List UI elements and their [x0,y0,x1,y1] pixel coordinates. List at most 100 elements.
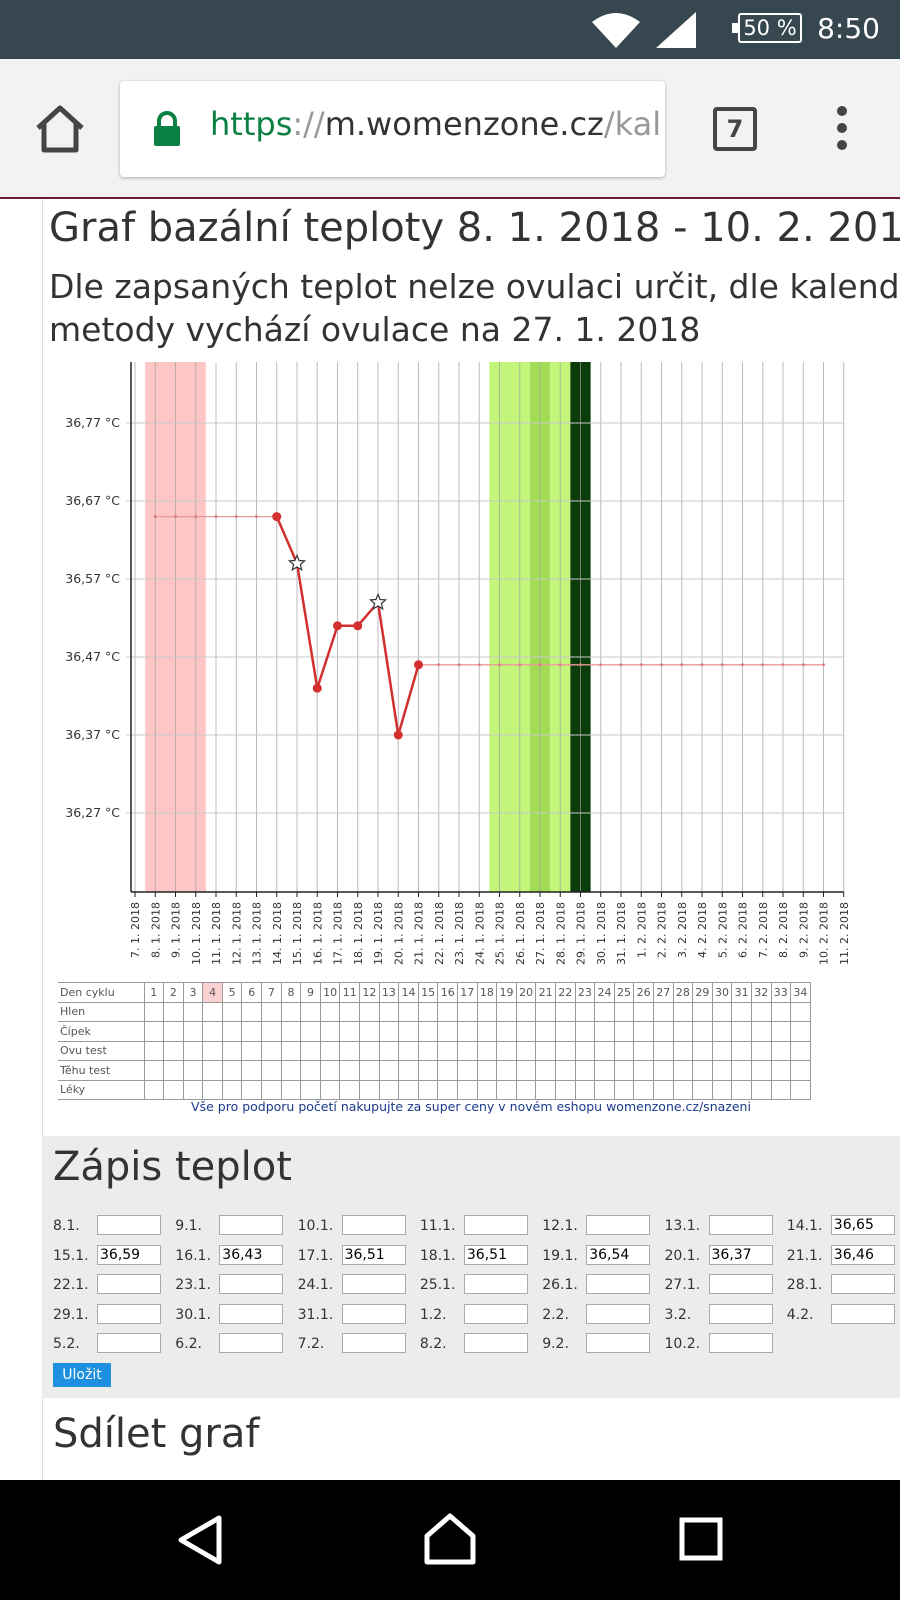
back-icon[interactable] [175,1514,225,1566]
temp-input[interactable] [219,1333,284,1354]
data-point-small [761,663,765,667]
temp-input[interactable]: 36,46 [830,1244,895,1265]
temp-input[interactable] [708,1333,773,1354]
cycle-cell [300,1060,321,1081]
temp-input[interactable] [97,1303,161,1324]
x-tick-label: 11. 1. 2018 [210,902,223,965]
x-tick-label: 26. 1. 2018 [514,902,527,965]
temp-entry-date: 8.2. [419,1336,447,1353]
cycle-cell [594,1021,615,1042]
x-tick-label: 8. 1. 2018 [149,902,162,958]
data-point-small [680,663,684,667]
data-point [272,512,282,522]
data-point-small [194,515,198,519]
temp-input[interactable]: 36,37 [708,1244,773,1265]
temp-input[interactable] [463,1333,528,1354]
temp-input[interactable] [97,1333,161,1354]
temp-input[interactable] [341,1303,406,1324]
cycle-day-cell: 2 [163,982,184,1003]
cycle-cell [221,1040,243,1061]
series-segment [275,516,299,564]
temp-input[interactable] [586,1215,651,1235]
cycle-cell [672,1060,694,1081]
temp-input[interactable] [586,1303,651,1324]
temp-input[interactable]: 36,51 [341,1244,406,1265]
temp-input[interactable] [586,1333,651,1354]
temp-input[interactable] [708,1215,773,1235]
cycle-cell [143,1079,165,1100]
cycle-cell [417,1079,439,1100]
temp-input[interactable]: 36,51 [463,1244,528,1265]
cycle-cell [496,1060,517,1081]
cycle-cell [731,1060,752,1081]
cycle-cell [280,1021,302,1042]
y-tick-label: 36,27 °C [65,805,120,820]
menu-icon[interactable] [834,104,850,154]
temp-input[interactable] [830,1274,895,1295]
address-bar[interactable]: https://m.womenzone.cz/kal [120,81,665,177]
battery-icon: 50 % [732,13,802,43]
status-bar: 50 % 8:50 [0,0,900,59]
home-nav-icon[interactable] [423,1512,477,1566]
data-point [393,730,403,740]
cycle-day-cell: 29 [692,982,713,1003]
temp-input[interactable] [463,1274,528,1295]
cycle-cell [574,1021,596,1042]
recents-icon[interactable] [679,1517,723,1561]
cycle-cell [398,1079,419,1100]
home-icon[interactable] [34,104,86,154]
cycle-cell [241,1021,263,1042]
temp-input[interactable] [341,1274,406,1295]
cycle-day-cell: 6 [241,982,263,1003]
cycle-day-cell: 27 [652,982,674,1003]
cycle-row-label: Čípek [58,1021,145,1042]
temp-input[interactable] [97,1274,161,1295]
cycle-cell [202,1001,223,1022]
data-point-small [477,663,481,667]
temp-entry-date: 5.2. [53,1336,80,1353]
cycle-cell [378,1040,400,1061]
tab-switcher-button[interactable]: 7 [713,107,757,151]
x-tick-label: 21. 1. 2018 [413,902,426,965]
cycle-cell [692,1060,713,1081]
temp-input[interactable] [219,1274,284,1295]
cycle-cell [790,1060,811,1081]
lock-icon [154,111,180,146]
temp-input[interactable] [708,1274,773,1295]
temp-input[interactable] [830,1303,895,1324]
cycle-cell [261,1060,282,1081]
temp-input[interactable] [341,1333,406,1354]
cycle-cell [515,1079,537,1100]
cycle-cell [300,1040,321,1061]
temp-input[interactable] [219,1215,284,1235]
temp-input[interactable] [341,1215,406,1235]
temp-input[interactable] [708,1303,773,1324]
temp-input[interactable] [219,1303,284,1324]
cycle-day-cell: 3 [182,982,204,1003]
cycle-day-cell: 31 [731,982,752,1003]
cycle-cell [750,1040,772,1061]
data-point-small [518,663,522,667]
page-content: Graf bazální teploty 8. 1. 2018 - 10. 2.… [0,199,900,1480]
temp-entry-date: 30.1. [175,1306,211,1323]
temp-input[interactable] [463,1303,528,1324]
temp-entry-date: 24.1. [297,1277,334,1294]
temp-input[interactable] [97,1215,161,1235]
temp-input[interactable]: 36,65 [830,1215,895,1235]
cycle-cell [496,1040,517,1061]
temp-input[interactable]: 36,43 [219,1244,284,1265]
temp-input[interactable] [463,1215,528,1235]
temp-entry-date: 21.1. [786,1247,823,1264]
temp-input[interactable]: 36,54 [586,1244,651,1265]
cycle-cell [692,1001,713,1022]
save-button[interactable]: Uložit [53,1363,111,1387]
cycle-cell [182,1021,204,1042]
data-point-small [639,663,643,667]
cycle-cell [594,1060,615,1081]
cycle-cell [652,1021,674,1042]
cycle-cell [339,1060,361,1081]
temp-input[interactable] [586,1274,651,1295]
promo-link[interactable]: Vše pro podporu početí nakupujte za supe… [191,1099,751,1114]
cycle-day-cell: 18 [476,982,498,1003]
temp-input[interactable]: 36,59 [97,1244,161,1265]
